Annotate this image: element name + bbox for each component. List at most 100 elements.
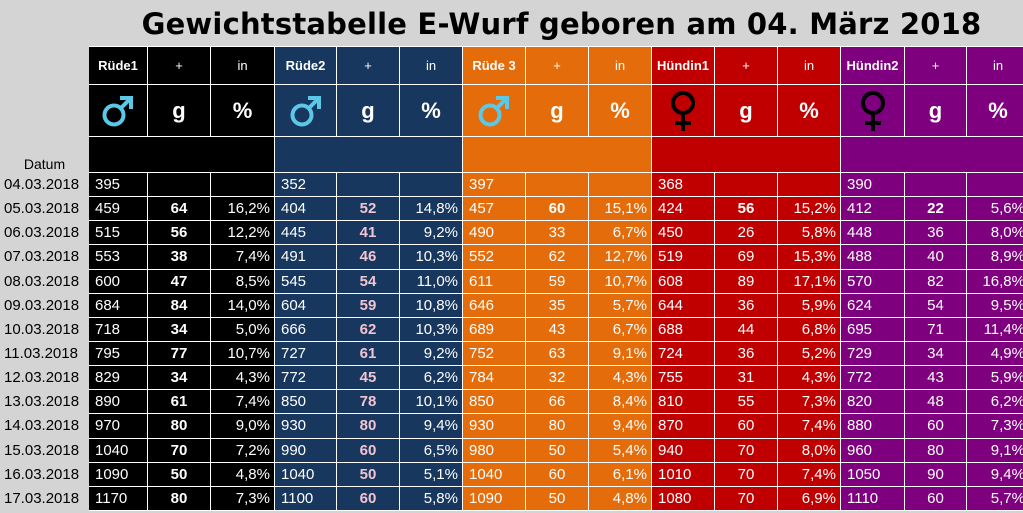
weight-cell: 412 (840, 196, 905, 222)
gain-cell: 50 (525, 437, 589, 463)
percent-cell: 5,2% (777, 340, 841, 367)
gain-cell: 60 (904, 413, 967, 439)
gain-cell: 34 (147, 365, 211, 391)
table-row: 14.03.2018 970 80 9,0% 930 80 9,4% 930 80 9,4% 870… (0, 413, 1023, 439)
weight-cell: 604 (274, 292, 337, 318)
gain-cell: 33 (525, 220, 589, 246)
gain-cell: 71 (904, 316, 967, 342)
weight-cell: 448 (840, 220, 905, 246)
weight-cell: 1090 (88, 461, 148, 487)
weight-cell: 689 (462, 316, 526, 342)
weight-cell: 940 (651, 437, 715, 463)
plus-header: + (714, 46, 778, 85)
gain-cell: 43 (904, 365, 967, 391)
weight-cell: 960 (840, 437, 905, 463)
gain-cell: 54 (904, 292, 967, 318)
weight-cell: 890 (88, 389, 148, 415)
weight-cell: 666 (274, 316, 337, 342)
weight-cell: 850 (462, 389, 526, 415)
in-header: in (210, 46, 275, 85)
weight-cell: 772 (274, 365, 337, 391)
table-row: 04.03.2018 395 352 397 368 390 (0, 171, 1023, 198)
puppy-name-header: Hündin1 (651, 46, 715, 85)
gain-cell: 64 (147, 196, 211, 222)
weight-cell: 752 (462, 340, 526, 367)
gain-cell: 36 (904, 220, 967, 246)
gain-cell: 36 (714, 292, 778, 318)
date-cell: 05.03.2018 (0, 196, 89, 222)
percent-cell: 9,4% (966, 461, 1023, 487)
table-row: 07.03.2018 553 38 7,4% 491 46 10,3% 552 62 12,7% 5… (0, 244, 1023, 270)
weight-cell: 688 (651, 316, 715, 342)
gain-cell: 48 (904, 389, 967, 415)
percent-cell: 6,7% (588, 220, 652, 246)
weight-cell: 880 (840, 413, 905, 439)
date-cell: 09.03.2018 (0, 292, 89, 318)
percent-cell: 9,4% (399, 413, 463, 439)
color-band (462, 136, 652, 173)
weight-cell: 352 (274, 171, 337, 198)
percent-cell: 9,4% (588, 413, 652, 439)
weight-cell: 772 (840, 365, 905, 391)
gain-cell: 80 (147, 485, 211, 511)
percent-cell: 9,1% (966, 437, 1023, 463)
percent-cell: 11,4% (966, 316, 1023, 342)
male-symbol-icon (462, 84, 526, 137)
weight-cell: 397 (462, 171, 526, 198)
percent-cell: 10,7% (588, 268, 652, 294)
gain-cell: 60 (904, 485, 967, 511)
unit-grams: g (336, 84, 400, 137)
gain-cell: 70 (714, 485, 778, 511)
percent-cell: 7,4% (777, 413, 841, 439)
weight-cell: 820 (840, 389, 905, 415)
percent-cell: 5,8% (399, 485, 463, 511)
percent-cell: 6,2% (399, 365, 463, 391)
gain-cell: 70 (147, 437, 211, 463)
weight-cell: 1170 (88, 485, 148, 511)
unit-percent: % (777, 84, 841, 137)
percent-cell: 11,0% (399, 268, 463, 294)
percent-cell: 8,5% (210, 268, 275, 294)
plus-header: + (904, 46, 967, 85)
gain-cell: 90 (904, 461, 967, 487)
percent-cell: 9,5% (966, 292, 1023, 318)
plus-header: + (525, 46, 589, 85)
weight-cell: 424 (651, 196, 715, 222)
percent-cell: 9,0% (210, 413, 275, 439)
weight-cell: 1080 (651, 485, 715, 511)
puppy-name-header: Hündin2 (840, 46, 905, 85)
percent-cell: 8,0% (966, 220, 1023, 246)
gain-cell: 38 (147, 244, 211, 270)
percent-cell: 7,3% (210, 485, 275, 511)
plus-header: + (147, 46, 211, 85)
header-name-row: Rüde1 + in Rüde2 + in Rüde 3 + in Hündin1 + in Hündi… (0, 46, 1023, 85)
percent-cell: 5,8% (777, 220, 841, 246)
weight-cell: 718 (88, 316, 148, 342)
gain-cell: 35 (525, 292, 589, 318)
header-unit-row: g% g% g% g% g% (0, 84, 1023, 137)
weight-cell: 553 (88, 244, 148, 270)
color-band (88, 136, 275, 173)
color-band (840, 136, 1023, 173)
gain-cell: 47 (147, 268, 211, 294)
gain-cell: 63 (525, 340, 589, 367)
percent-cell: 7,4% (210, 244, 275, 270)
percent-cell: 10,8% (399, 292, 463, 318)
header-blank (0, 84, 89, 137)
male-symbol-icon (274, 84, 337, 137)
gain-cell: 62 (525, 244, 589, 270)
weight-cell: 695 (840, 316, 905, 342)
percent-cell: 12,7% (588, 244, 652, 270)
weight-cell: 457 (462, 196, 526, 222)
weight-cell: 552 (462, 244, 526, 270)
weight-cell: 870 (651, 413, 715, 439)
unit-percent: % (588, 84, 652, 137)
weight-cell: 1040 (274, 461, 337, 487)
weight-cell: 850 (274, 389, 337, 415)
table-row: 09.03.2018 684 84 14,0% 604 59 10,8% 646 35 5,7% 6… (0, 292, 1023, 318)
gain-cell: 52 (336, 196, 400, 222)
gain-cell: 46 (336, 244, 400, 270)
weight-cell: 1100 (274, 485, 337, 511)
percent-cell: 5,9% (777, 292, 841, 318)
